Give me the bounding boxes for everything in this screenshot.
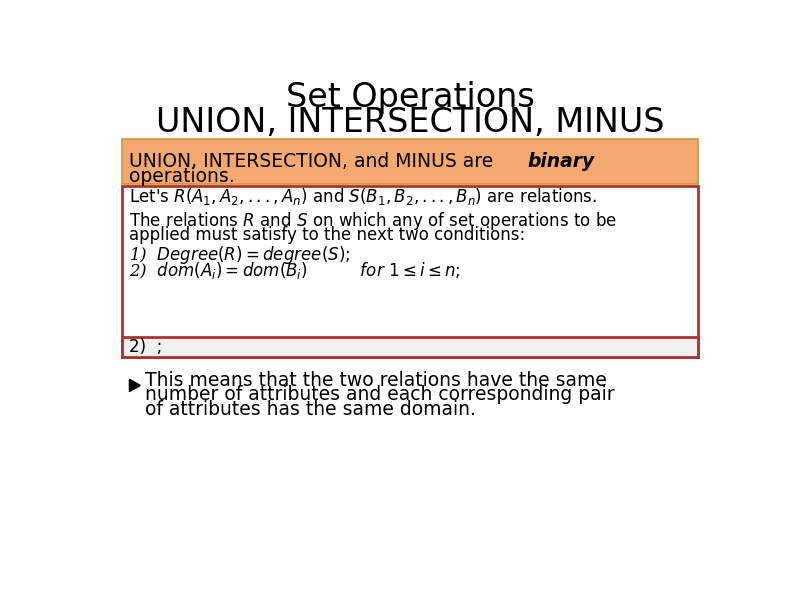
FancyBboxPatch shape <box>122 139 698 184</box>
FancyBboxPatch shape <box>122 337 698 357</box>
Text: of attributes has the same domain.: of attributes has the same domain. <box>145 400 476 419</box>
Polygon shape <box>130 379 140 392</box>
Text: operations.: operations. <box>130 167 235 186</box>
Text: 2)  ;: 2) ; <box>130 338 163 356</box>
Text: This means that the two relations have the same: This means that the two relations have t… <box>145 370 607 389</box>
FancyBboxPatch shape <box>122 186 698 357</box>
Text: UNION, INTERSECTION, and MINUS are: UNION, INTERSECTION, and MINUS are <box>130 152 500 171</box>
Text: 1)  $\mathit{Degree}(R) = \mathit{degree}(S);$: 1) $\mathit{Degree}(R) = \mathit{degree}… <box>130 244 350 266</box>
Text: applied must satisfy to the next two conditions:: applied must satisfy to the next two con… <box>130 226 526 244</box>
Text: number of attributes and each corresponding pair: number of attributes and each correspond… <box>145 385 614 404</box>
Text: binary: binary <box>528 152 595 171</box>
Text: Set Operations: Set Operations <box>286 81 534 114</box>
Text: Let's $R(A_1,A_2,...,A_n)$ and $S(B_1,B_2,...,B_n)$ are relations.: Let's $R(A_1,A_2,...,A_n)$ and $S(B_1,B_… <box>130 186 598 207</box>
Text: 2)  $\mathit{dom}(A_i) = \mathit{dom}(B_i)$          $\mathit{for}\ 1 \leq i \le: 2) $\mathit{dom}(A_i) = \mathit{dom}(B_i… <box>130 260 461 281</box>
Text: The relations $R$ and $S$ on which any of set operations to be: The relations $R$ and $S$ on which any o… <box>130 211 618 232</box>
Text: UNION, INTERSECTION, MINUS: UNION, INTERSECTION, MINUS <box>156 106 664 139</box>
